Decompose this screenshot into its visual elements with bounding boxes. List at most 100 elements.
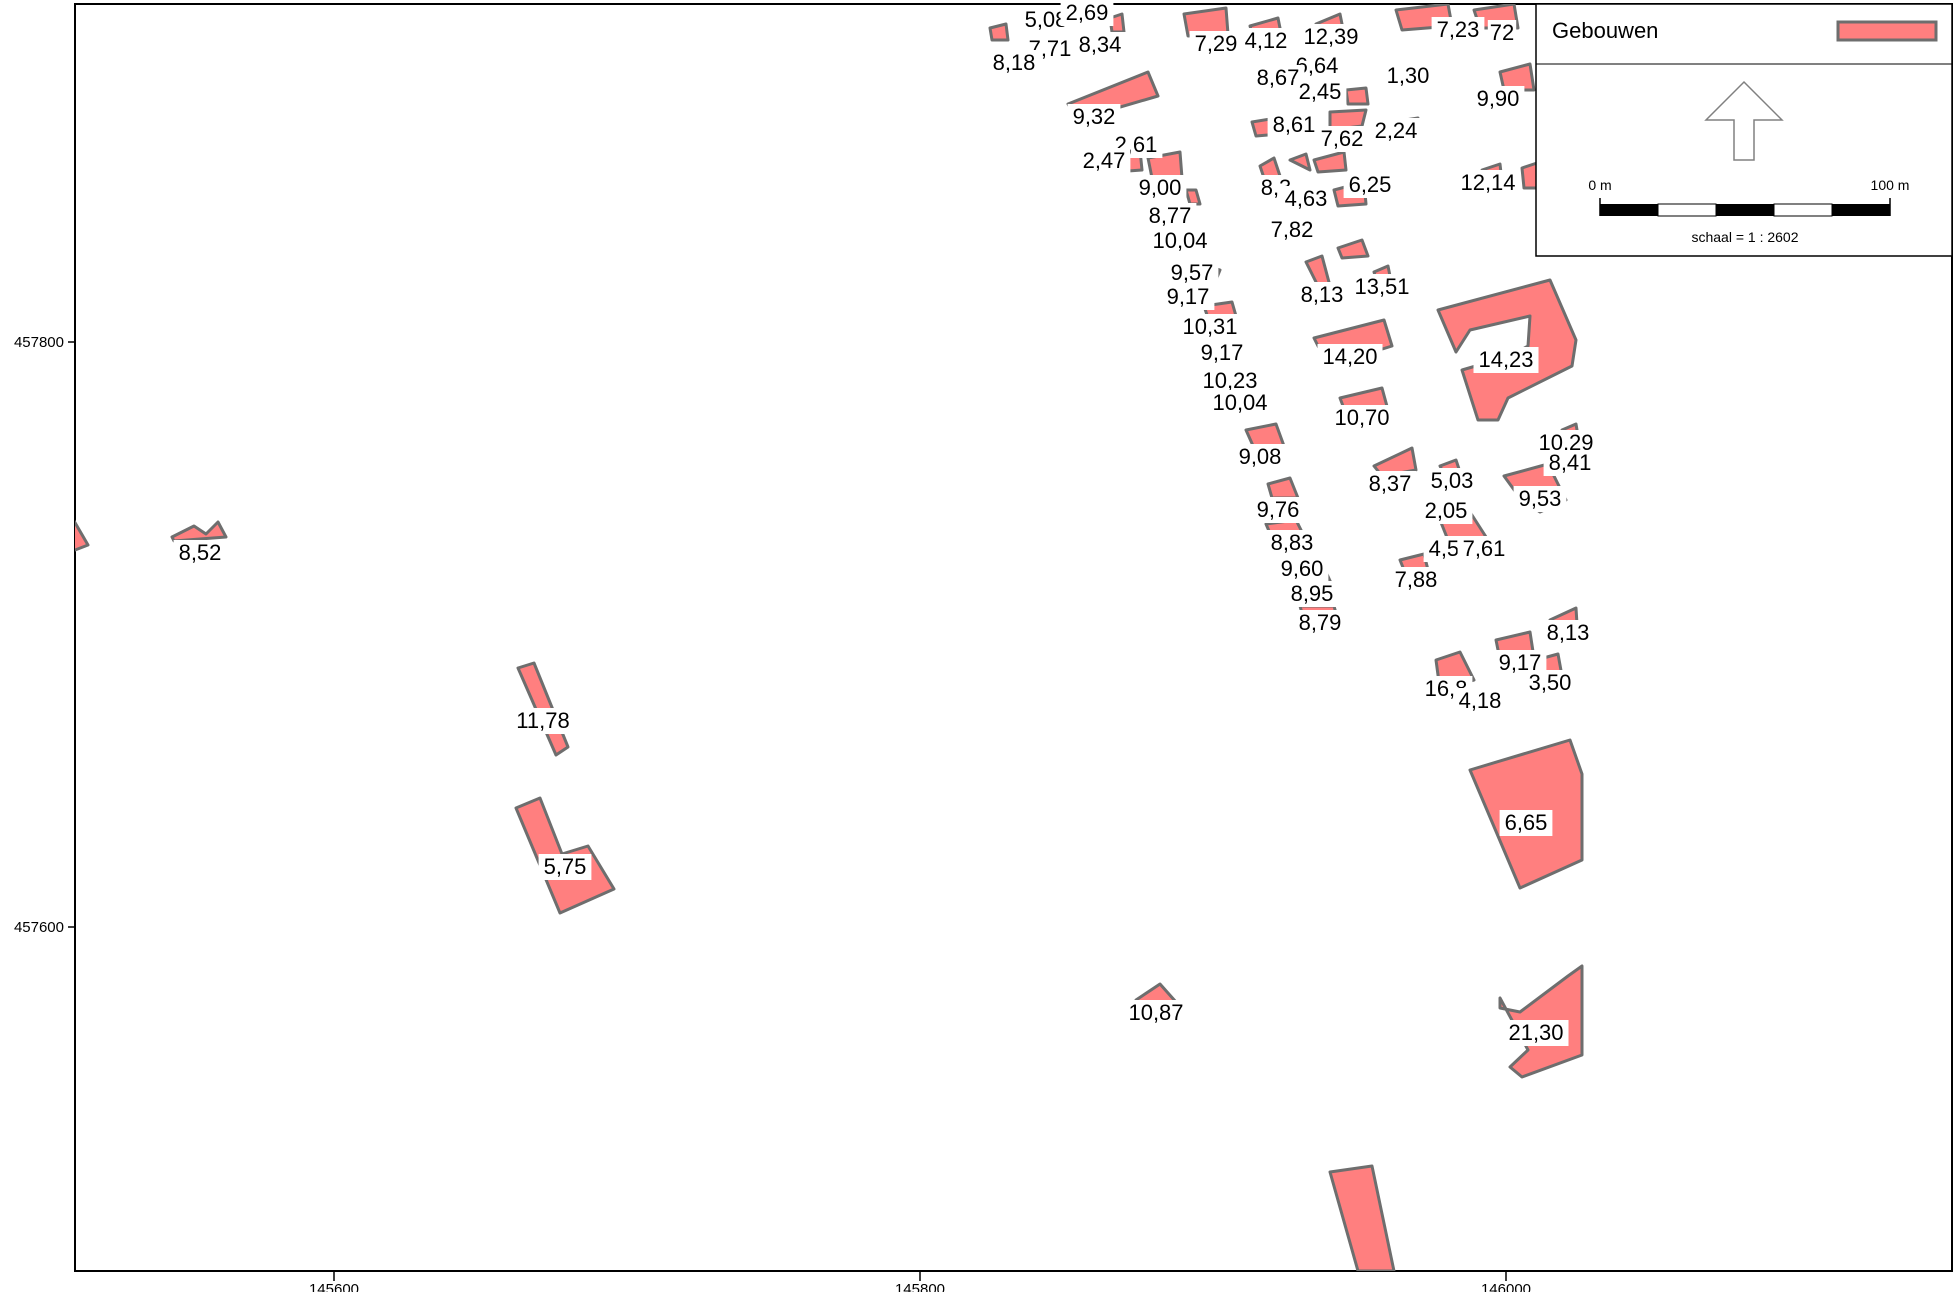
height-label-text: 9,60	[1281, 556, 1324, 581]
legend-swatch	[1836, 20, 1938, 42]
height-label: 7,29	[1189, 31, 1243, 57]
height-label-background	[1165, 260, 1219, 286]
height-label-background	[1455, 170, 1521, 196]
height-label: 2,45	[1293, 79, 1347, 105]
height-label-text: 5,03	[1431, 468, 1474, 493]
scale-ratio-label: schaal = 1 : 2602	[1691, 229, 1798, 245]
height-label: 10,87	[1123, 1000, 1189, 1026]
height-label: 7,82	[1265, 217, 1319, 243]
height-label: 8,52	[173, 540, 227, 566]
height-label-text: 9,53	[1519, 486, 1562, 511]
height-label: 7,88	[1389, 567, 1443, 593]
height-label-text: 4,63	[1285, 186, 1328, 211]
x-tick-label: 145600	[309, 1281, 359, 1292]
height-label: 8,77	[1143, 203, 1197, 229]
height-label: 21,30	[1503, 1020, 1569, 1046]
height-label: 3,50	[1523, 670, 1577, 696]
building[interactable]	[70, 514, 90, 552]
height-label: 5,75	[538, 854, 592, 880]
building[interactable]	[1498, 62, 1536, 92]
height-label: 8,95	[1285, 581, 1339, 607]
height-label-text: 4,18	[1459, 688, 1502, 713]
labels-layer: 8,52 11,78 5,75 10,87 6,65 21,30 14,23 14,20 10,…	[173, 0, 1599, 1046]
height-label: 10,23	[1197, 368, 1263, 394]
building[interactable]	[1336, 238, 1370, 260]
height-label: 10,04	[1207, 390, 1273, 416]
height-label-text: 8,83	[1271, 530, 1314, 555]
height-label-text: 10,04	[1152, 228, 1207, 253]
height-label: 9,60	[1275, 556, 1329, 582]
height-label-background	[1523, 670, 1577, 696]
height-label-text: 8,18	[993, 50, 1036, 75]
height-label-text: 10,04	[1212, 390, 1267, 415]
y-axis: 457800 457600	[14, 334, 75, 936]
height-label-background	[1143, 203, 1197, 229]
height-label: 11,78	[510, 708, 576, 734]
height-label-background	[1499, 810, 1553, 836]
height-label-background	[1457, 536, 1511, 562]
height-label-background	[1251, 497, 1305, 523]
height-label: 10,70	[1329, 405, 1395, 431]
height-label: 6,25	[1343, 172, 1397, 198]
height-label-text: 8,67	[1257, 65, 1300, 90]
building[interactable]	[1344, 86, 1370, 106]
y-tick-label: 457600	[14, 919, 64, 936]
height-label-text: 14,23	[1478, 347, 1533, 372]
height-label-background	[1123, 1000, 1189, 1026]
height-label-background	[1285, 581, 1339, 607]
building[interactable]	[1328, 1164, 1396, 1271]
scale-end-label: 100 m	[1871, 177, 1910, 193]
height-label: 8,34	[1073, 32, 1127, 58]
height-label-text: 14,20	[1322, 344, 1377, 369]
height-label-background	[1349, 274, 1415, 300]
height-label: 6,65	[1499, 810, 1553, 836]
height-label-text: 8,77	[1149, 203, 1192, 228]
height-label-text: 72	[1490, 20, 1514, 45]
height-label-background	[510, 708, 576, 734]
building[interactable]	[988, 22, 1010, 42]
height-label: 2,47	[1077, 148, 1131, 174]
height-label: 8,37	[1363, 471, 1417, 497]
height-label-background	[1161, 284, 1215, 310]
height-label-background	[1177, 314, 1243, 340]
height-label-text: 8,13	[1547, 620, 1590, 645]
height-label-background	[538, 854, 592, 880]
height-label-background	[1473, 347, 1539, 373]
height-label-background	[1315, 126, 1369, 152]
building[interactable]	[1312, 150, 1348, 174]
building[interactable]	[1436, 278, 1578, 422]
height-label-text: 8,34	[1079, 32, 1122, 57]
height-label: 8,13	[1295, 282, 1349, 308]
height-label-text: 7,82	[1271, 217, 1314, 242]
height-label-background	[1513, 486, 1567, 512]
height-label-text: 9,32	[1073, 104, 1116, 129]
height-label-background	[1060, 0, 1114, 26]
building[interactable]	[1184, 188, 1202, 206]
height-label-background	[1389, 567, 1443, 593]
height-label-background	[1431, 17, 1485, 43]
height-label-background	[1487, 20, 1517, 46]
height-label: 4,63	[1279, 186, 1333, 212]
height-label-text: 9,17	[1201, 340, 1244, 365]
height-label-background	[1077, 148, 1131, 174]
height-label: 14,20	[1317, 344, 1383, 370]
height-label-text: 12,39	[1303, 24, 1358, 49]
x-tick-label: 146000	[1481, 1281, 1531, 1292]
height-label: 2,05	[1419, 498, 1473, 524]
height-label-background	[1541, 620, 1595, 646]
height-label-background	[1298, 24, 1364, 50]
height-label-text: 2,05	[1425, 498, 1468, 523]
height-label-background	[1265, 217, 1319, 243]
height-label-text: 8,41	[1549, 450, 1592, 475]
height-label-text: 11,78	[516, 708, 569, 733]
height-label-background	[1293, 79, 1347, 105]
building[interactable]	[1288, 152, 1312, 172]
height-label-background	[1503, 1020, 1569, 1046]
height-label-background	[1239, 28, 1293, 54]
height-label: 1,30	[1381, 63, 1435, 89]
height-label-text: 2,69	[1066, 0, 1109, 25]
height-label-text: 10,31	[1182, 314, 1237, 339]
height-label-text: 8,13	[1301, 282, 1344, 307]
height-label: 10,04	[1147, 228, 1213, 254]
height-label-background	[1425, 468, 1479, 494]
